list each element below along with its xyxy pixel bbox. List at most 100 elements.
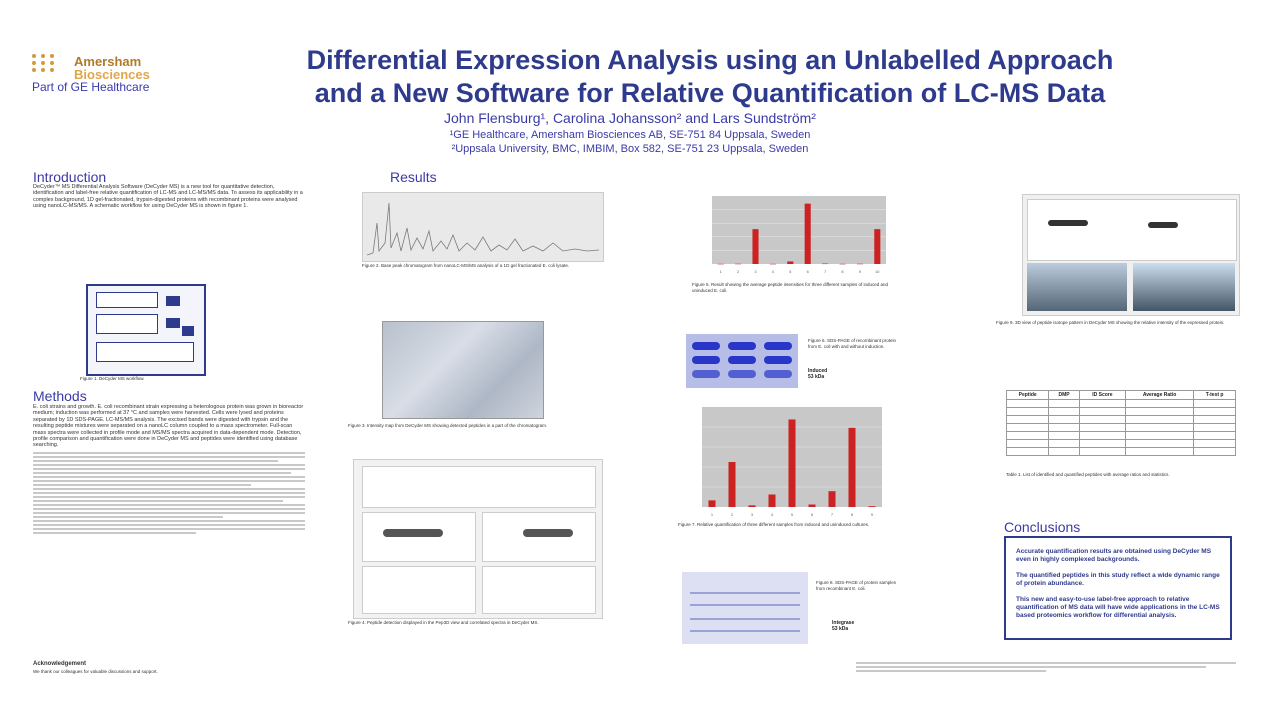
table-header: T-test p xyxy=(1193,390,1236,400)
pep3d-pane-2 xyxy=(482,512,596,562)
table-cell xyxy=(1078,407,1126,416)
bar xyxy=(856,263,863,265)
tick-label: 4 xyxy=(772,269,775,274)
table-cell xyxy=(1078,415,1126,424)
bar xyxy=(708,500,716,507)
table-cell xyxy=(1005,431,1050,440)
table-cell xyxy=(1078,399,1126,408)
conclusions-heading: Conclusions xyxy=(1004,519,1081,535)
tick-label: 9 xyxy=(859,269,862,274)
bar xyxy=(717,263,724,265)
logo-dots-icon xyxy=(32,54,56,72)
table-cell xyxy=(1124,439,1195,448)
logo-parent: Part of GE Healthcare xyxy=(32,80,150,94)
workflow-box-2 xyxy=(96,314,158,334)
table-cell xyxy=(1078,447,1126,456)
affiliations: ¹GE Healthcare, Amersham Biosciences AB,… xyxy=(300,128,960,156)
authors: John Flensburg¹, Carolina Johansson² and… xyxy=(444,110,816,126)
bar xyxy=(769,263,776,265)
gel-label-integrase: Integrase xyxy=(832,620,855,626)
figure-9-3d-view xyxy=(1022,194,1240,316)
bar xyxy=(874,229,881,264)
peptide-table: Peptide DMP ID Score Average Ratio T-tes… xyxy=(1005,390,1236,456)
table-header: Peptide xyxy=(1005,390,1050,400)
table-cell xyxy=(1005,415,1050,424)
tick-label: 8 xyxy=(851,512,854,517)
workflow-icon-1 xyxy=(166,296,180,306)
table-cell xyxy=(1124,431,1195,440)
table-row xyxy=(1005,447,1236,456)
logo-name: Amersham xyxy=(74,54,142,69)
table-cell xyxy=(1124,423,1195,432)
table-cell xyxy=(1005,423,1050,432)
conclusion-item: The quantified peptides in this study re… xyxy=(1016,572,1220,587)
figure-1-workflow xyxy=(86,284,206,376)
tick-label: 3 xyxy=(751,512,754,517)
workflow-box-1 xyxy=(96,292,158,308)
table-cell xyxy=(1005,447,1050,456)
table-cell xyxy=(1048,431,1080,440)
pep3d-spectrum-2 xyxy=(482,566,596,614)
table-cell xyxy=(1048,447,1080,456)
chromatogram-plot xyxy=(366,202,600,256)
table-cell xyxy=(1048,423,1080,432)
figure-5-caption: Figure 5. Result showing the average pep… xyxy=(692,282,889,293)
methods-heading: Methods xyxy=(33,388,87,404)
tick-label: 2 xyxy=(731,512,734,517)
tick-label: 7 xyxy=(824,269,827,274)
conclusion-item: This new and easy-to-use label-free appr… xyxy=(1016,596,1220,619)
figure-9-caption: Figure 9. 3D view of peptide isotope pat… xyxy=(996,320,1225,325)
title-line-2: and a New Software for Relative Quantifi… xyxy=(314,78,1106,108)
bar xyxy=(752,229,759,264)
bar xyxy=(788,419,796,507)
title-line-1: Differential Expression Analysis using a… xyxy=(306,45,1114,75)
tick-label: 7 xyxy=(831,512,834,517)
figure-4-pep3d-view xyxy=(353,459,603,619)
table-cell xyxy=(1048,399,1080,408)
bar xyxy=(748,505,756,507)
bar xyxy=(822,263,829,265)
figure-6-marker: Induced 53 kDa xyxy=(808,368,827,380)
figure-5-svg: 1 2 3 4 5 6 7 8 9 10 xyxy=(712,196,886,274)
workflow-icon-3 xyxy=(182,326,194,336)
tick-label: 9 xyxy=(871,512,874,517)
figure-4-caption: Figure 4. Peptide detection displayed in… xyxy=(348,620,539,625)
table-row xyxy=(1005,399,1236,408)
bar xyxy=(768,494,776,507)
affiliation-2: ²Uppsala University, BMC, IMBIM, Box 582… xyxy=(451,143,809,155)
conclusions-box: Accurate quantification results are obta… xyxy=(1004,536,1232,640)
tick-label: 6 xyxy=(811,512,814,517)
bar xyxy=(828,491,836,507)
bar xyxy=(848,427,856,507)
acknowledgement-heading: Acknowledgement xyxy=(33,661,87,667)
workflow-icon-2 xyxy=(166,318,180,328)
table-row xyxy=(1005,407,1236,416)
table-cell xyxy=(1193,423,1236,432)
figure-8-marker: Integrase 53 kDa xyxy=(832,620,854,632)
figure-2-caption: Figure 2. Base peak chromatogram from na… xyxy=(362,263,570,268)
results-heading: Results xyxy=(390,169,437,185)
peptide-table-grid: Peptide DMP ID Score Average Ratio T-tes… xyxy=(1005,390,1236,456)
tick-label: 2 xyxy=(737,269,740,274)
bar xyxy=(868,506,876,507)
table-header: ID Score xyxy=(1078,390,1126,400)
logo-subname: Biosciences xyxy=(74,67,150,82)
plot-area xyxy=(712,196,886,264)
table-row xyxy=(1005,423,1236,432)
table-cell xyxy=(1048,439,1080,448)
tick-label: 1 xyxy=(711,512,714,517)
table-cell xyxy=(1124,407,1195,416)
references-lines xyxy=(856,660,1236,674)
3d-surface-1 xyxy=(1027,263,1127,311)
table-cell xyxy=(1078,423,1126,432)
table-header: DMP xyxy=(1048,390,1080,400)
3d-surface-2 xyxy=(1133,263,1235,311)
figure-7-svg: 1 2 3 4 5 6 7 8 9 xyxy=(702,407,882,517)
figure-8-gel xyxy=(682,572,808,644)
table-cell xyxy=(1005,439,1050,448)
bar xyxy=(787,261,794,264)
figure-8-caption: Figure 8. SDS-PAGE of protein samples fr… xyxy=(816,580,896,591)
conclusion-item: Accurate quantification results are obta… xyxy=(1016,548,1212,563)
gel-label-induced: Induced xyxy=(808,368,828,374)
figure-7-bar-chart: 1 2 3 4 5 6 7 8 9 xyxy=(680,403,886,519)
